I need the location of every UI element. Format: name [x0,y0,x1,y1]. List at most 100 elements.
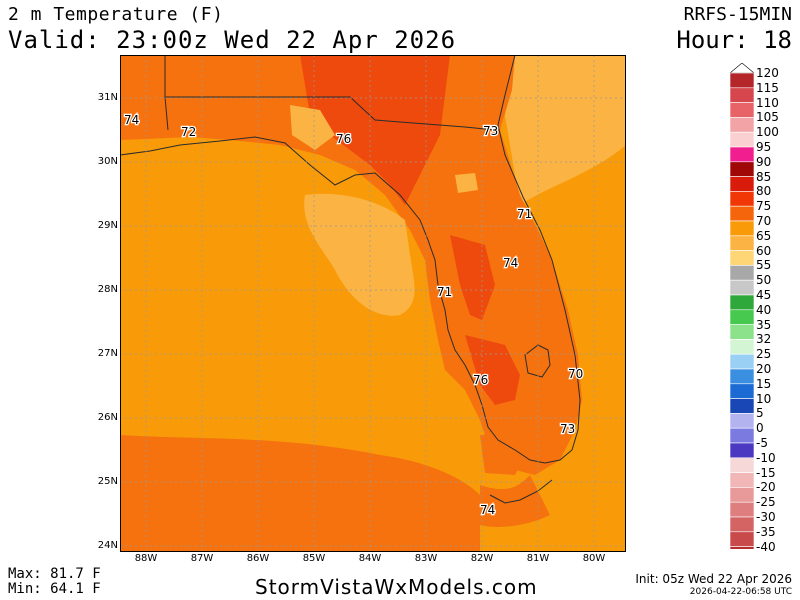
legend-swatch [730,309,754,325]
point-value-tampa: 71 [437,285,452,299]
legend-label: 35 [756,317,772,332]
legend-swatch [730,265,754,281]
legend-swatch [730,117,754,133]
lon-label-87w: 87W [190,553,214,564]
legend-label: -20 [756,480,776,495]
lat-label-27n: 27N [97,348,118,359]
legend-swatch [730,368,754,385]
color-legend [730,63,754,549]
legend-label: 100 [756,125,779,140]
lat-label-29n: 29N [97,220,118,231]
lon-label-85w: 85W [302,553,326,564]
lon-label-81w: 81W [526,553,550,564]
legend-label: 20 [756,362,772,376]
legend-label: 32 [756,332,772,347]
point-value-panama-city-west: 72 [181,125,196,139]
legend-swatch [730,487,754,503]
legend-swatch [730,546,754,549]
legend-label: 90 [756,154,772,169]
bigbend-cool-field [304,193,415,316]
coastline [120,55,581,464]
legend-label: -10 [756,450,776,465]
point-value-fort-myers: 76 [473,373,488,387]
legend-label: 25 [756,347,772,362]
lat-label-25n: 25N [97,476,118,487]
legend-swatch [730,205,754,222]
point-value-pensacola: 74 [124,113,139,127]
legend-label: -40 [756,539,776,554]
legend-label: 15 [756,376,772,391]
legend-label: 85 [756,169,772,184]
legend-swatch [730,398,754,414]
legend-label: -5 [756,436,768,450]
legend-label: 5 [756,406,764,421]
legend-swatch [730,442,754,459]
lat-label-26n: 26N [97,412,118,423]
legend-swatch [730,531,754,547]
panhandle-cool-patch [290,105,335,150]
legend-label: 55 [756,258,772,273]
lon-label-83w: 83W [414,553,438,564]
map-frame [120,55,626,552]
legend-swatch [730,250,754,266]
legend-swatch [730,427,754,444]
lat-lon-grid [120,55,626,552]
max-value: Max: 81.7 F [8,566,101,582]
site-watermark: StormVistaWxModels.com [255,575,538,599]
everglades-warm-field [480,433,525,475]
legend-label: 70 [756,214,772,228]
legend-label: -15 [756,465,776,480]
temperature-map: 74 72 76 73 71 74 71 76 70 73 74 [120,55,626,552]
legend-swatch [730,87,754,103]
lat-label-30n: 30N [97,156,118,167]
model-name: RRFS-15MIN [683,4,792,25]
lon-label-88w: 88W [134,553,158,564]
north-hot-field [300,55,450,205]
lat-label-28n: 28N [97,284,118,295]
chart-title: 2 m Temperature (F) [8,4,224,25]
central-hot-field [450,235,495,320]
legend-swatch [730,72,754,89]
legend-label: -30 [756,510,776,524]
legend-label: 120 [756,66,779,80]
point-value-daytona: 71 [517,207,532,221]
florida-land [120,55,582,475]
lat-label-24n: 24N [97,540,118,551]
legend-swatch [730,324,754,340]
legend-label: 80 [756,184,772,199]
min-value: Min: 64.1 F [8,581,101,597]
legend-swatch [730,191,754,207]
point-value-jacksonville: 73 [483,124,498,138]
legend-label: -25 [756,495,776,510]
legend-label: 110 [756,95,779,110]
alabama-border [164,55,169,131]
init-time: Init: 05z Wed 22 Apr 2026 [635,572,792,586]
legend-swatch [730,501,754,518]
legend-swatch [730,176,754,192]
lon-label-80w: 80W [582,553,606,564]
southwest-hot-field [465,335,520,405]
point-value-miami: 73 [560,422,575,436]
lon-label-82w: 82W [470,553,494,564]
point-value-west-palm: 70 [568,367,583,381]
legend-swatch [730,457,754,473]
legend-label: 10 [756,391,772,406]
legend-swatch [730,413,754,429]
legend-swatch [730,220,754,237]
legend-label: 95 [756,140,772,154]
legend-swatch [730,339,754,355]
legend-label: 65 [756,228,772,243]
point-value-orlando: 74 [503,256,518,270]
lon-label-84w: 84W [358,553,382,564]
point-value-key-west: 74 [480,503,495,517]
legend-label: 45 [756,288,772,302]
legend-label: 50 [756,273,772,288]
south-gulf-warm-field [120,435,480,552]
generated-timestamp: 2026-04-22-06:58 UTC [689,587,792,597]
legend-label: -35 [756,524,776,539]
florida-keys [489,479,553,504]
legend-swatch [730,279,754,296]
lake-region-cool [455,173,478,193]
point-value-tallahassee: 76 [336,132,351,146]
legend-label: 0 [756,421,764,436]
